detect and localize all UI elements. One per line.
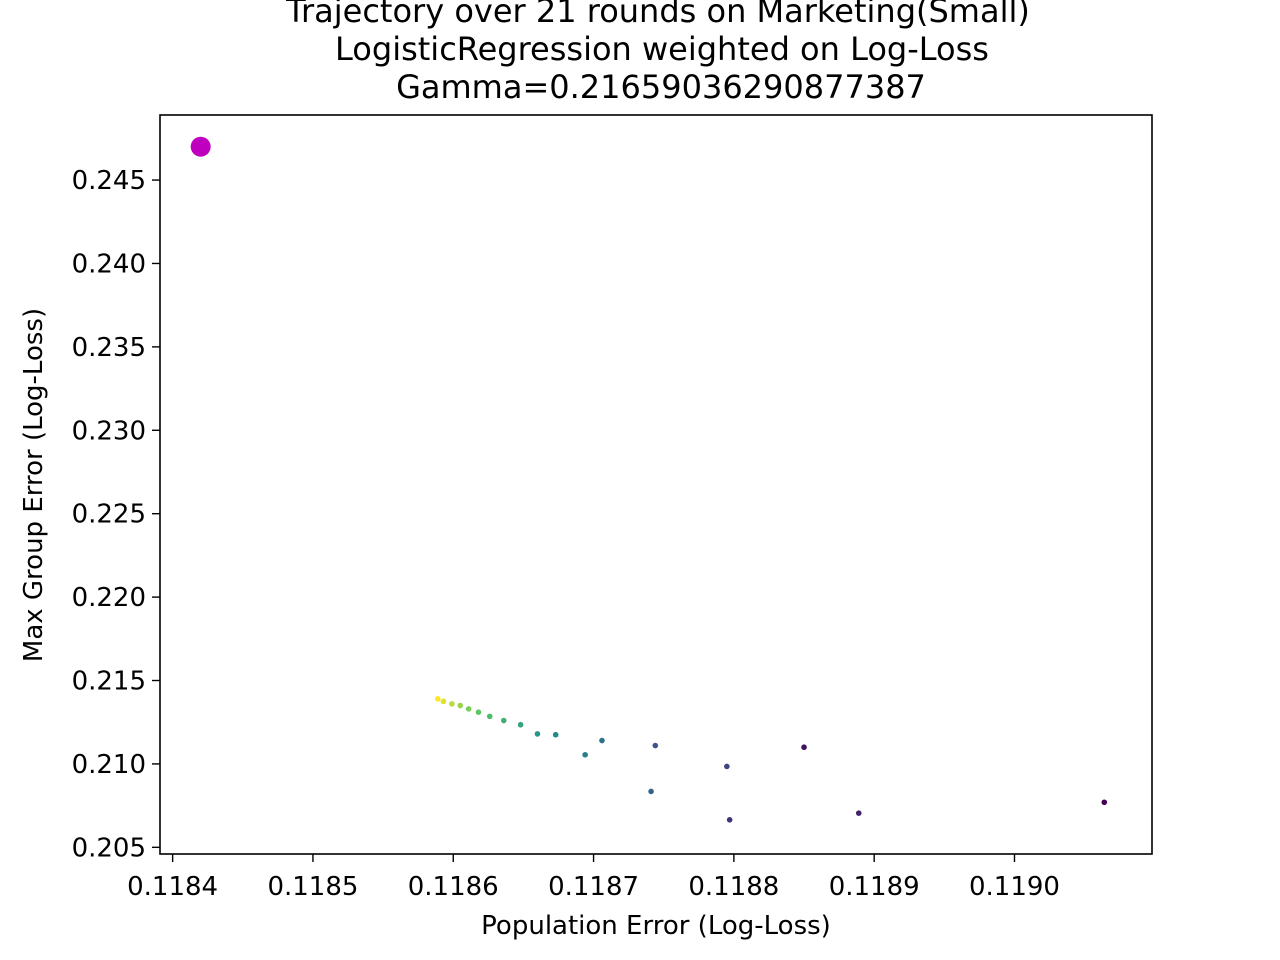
trajectory-point (648, 788, 654, 795)
y-tick-label: 0.230 (72, 416, 146, 446)
y-tick-label: 0.220 (72, 583, 146, 613)
x-axis-label: Population Error (Log-Loss) (481, 911, 831, 941)
title-line-3: Gamma=0.21659036290877387 (396, 68, 926, 106)
trajectory-point (534, 731, 541, 737)
x-tick-label: 0.1184 (127, 872, 218, 902)
trajectory-point (465, 706, 472, 712)
trajectory-point (449, 701, 455, 707)
y-axis-label: Max Group Error (Log-Loss) (19, 308, 49, 662)
x-tick-label: 0.1187 (548, 872, 639, 902)
y-tick-label: 0.235 (72, 333, 146, 363)
trajectory-point (552, 731, 559, 738)
title-line-2: LogisticRegression weighted on Log-Loss (335, 30, 989, 68)
trajectory-point (855, 810, 862, 816)
y-tick-label: 0.245 (72, 166, 146, 196)
x-tick-label: 0.1185 (267, 872, 358, 902)
trajectory-point (599, 737, 605, 744)
title-line-1: Trajectory over 21 rounds on Marketing(S… (285, 0, 1030, 30)
trajectory-point (1101, 799, 1108, 806)
plot-frame (159, 114, 1153, 855)
trajectory-point (440, 698, 447, 705)
y-tick-label: 0.225 (72, 500, 146, 530)
trajectory-point (652, 742, 659, 749)
x-tick-label: 0.1189 (829, 872, 920, 902)
highlight-point (190, 136, 211, 157)
trajectory-point (801, 744, 807, 751)
trajectory-point (475, 709, 482, 716)
trajectory-point (517, 721, 524, 728)
y-tick-label: 0.205 (72, 833, 146, 863)
chart-title: Trajectory over 21 rounds on Marketing(S… (285, 0, 1030, 106)
y-axis: 0.205 0.210 0.215 0.220 0.225 0.230 0.235 0.240… (72, 166, 160, 863)
x-axis: 0.1184 0.1185 0.1186 0.1187 0.1188 0.1189 0.11… (127, 854, 1060, 902)
y-tick-label: 0.240 (72, 249, 146, 279)
trajectory-point (726, 817, 733, 823)
trajectory-point (500, 717, 507, 724)
trajectory-point (457, 702, 464, 709)
y-tick-label: 0.215 (72, 667, 146, 697)
trajectory-point (724, 763, 730, 770)
x-tick-label: 0.1190 (969, 872, 1060, 902)
trajectory-point (582, 751, 588, 758)
x-tick-label: 0.1188 (688, 872, 779, 902)
plot-marks (190, 136, 1108, 823)
x-tick-label: 0.1186 (408, 872, 499, 902)
y-tick-label: 0.210 (72, 750, 146, 780)
trajectory-point (486, 713, 493, 720)
trajectory-point (435, 696, 441, 702)
